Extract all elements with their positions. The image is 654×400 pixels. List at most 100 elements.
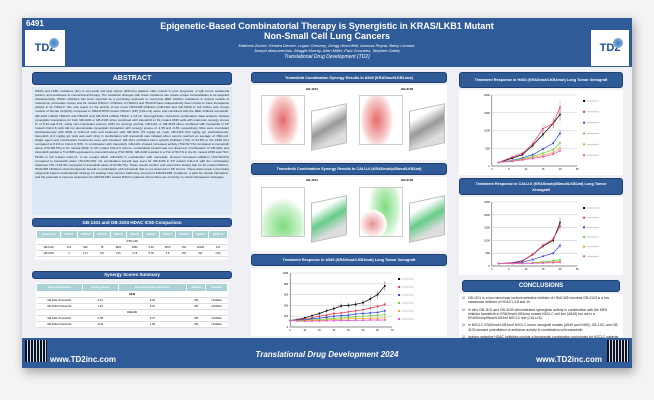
table-cell: 130 [110,250,127,257]
poster-footer: www.TD2inc.com Translational Drug Develo… [22,338,632,368]
table-cell: GB-3103+Trametinib [36,321,83,328]
data-point [325,314,328,316]
data-point [340,318,342,320]
table-cell: 3690 [126,244,143,251]
data-point [376,317,379,319]
table-row: GB-1101+Trametinib -1.58 5.27 ZIP Inhibition [36,315,228,322]
data-point [318,318,321,320]
table-cell: 5.78 [142,250,160,257]
data-point [511,262,514,265]
table-cell: ZIP [186,297,206,304]
legend-marker [398,318,401,320]
data-point [289,319,291,322]
data-point [559,261,561,264]
h460-xenograft-heading: Treatment Response in H460 (KRASmut/LKB1… [459,72,623,88]
heatmap-calu6-gb1101 [261,187,305,237]
data-point [384,317,386,319]
data-point [376,311,379,314]
data-point [531,262,534,265]
table-cell: 1.96 [118,321,187,328]
data-point [384,313,386,316]
y-tick-label: 500 [486,252,491,255]
data-point [542,255,544,258]
x-tick-label: 0 [491,168,493,171]
group-label: CALU-6 [36,309,228,316]
y-tick-label: 0 [287,326,289,329]
surface-a549-gb3103 [409,103,445,151]
data-point [531,155,534,158]
qr-code-right [607,340,629,362]
data-point [296,320,299,322]
data-point [552,148,555,151]
column-header: Compound [35,230,62,239]
data-point [521,159,524,161]
ic50-heading: GB-1101 and GB-3103 HDAC IC50 Comparison [32,218,232,227]
table-cell: 3 [60,250,78,257]
column-header: HDAC10 [208,230,228,239]
data-point [347,319,350,322]
y-tick-label: 1500 [484,112,490,115]
table-cell: 9.34 [118,297,187,304]
label-gb3103: GB-3103 [401,178,414,182]
y-tick-label: 0 [488,165,490,168]
data-point [325,319,328,321]
data-point [347,316,350,319]
data-point [311,318,313,321]
data-point [333,318,335,321]
heatmap-a549-gb3103 [359,95,403,145]
data-point [511,156,514,158]
table-cell: GB-1101+Trametinib [36,297,83,304]
data-point [552,262,555,264]
x-tick-label: 50 [362,329,365,332]
data-point [318,315,321,317]
conference-name: Translational Drug Development 2024 [255,350,399,359]
data-point [318,312,321,315]
legend-marker [583,245,586,248]
series-line [290,310,385,321]
data-point [340,312,342,314]
data-point [497,161,500,164]
data-point [521,261,524,263]
data-point [511,160,514,163]
td2-logo-left: TD2 [25,30,65,66]
legend-marker [398,302,401,304]
data-point [333,315,335,317]
conclusion-item: In vitro GB-1101 and GB-3103 demonstrate… [462,308,620,321]
series-line [290,317,385,322]
calu6-synergy-heading: Trametinib Combination Synergy Results I… [251,163,447,175]
y-tick-label: 800 [284,283,289,286]
surface-a549-gb1101 [311,103,347,151]
column-header: HDAC6 [142,230,160,239]
data-point [325,318,328,320]
url-left: www.TD2inc.com [50,355,116,364]
heatmap-a549-gb1101 [261,95,305,145]
table-cell: 3.5 [159,250,176,257]
x-tick-label: 30 [332,329,335,332]
table-cell: 5.27 [118,315,187,322]
column-header: HDAC3 [93,230,111,239]
table-cell: GB-3103+Trametinib [36,303,83,310]
data-point [347,318,350,320]
series-line [498,114,561,163]
label-gb1101: GB-1101 [306,87,319,91]
data-point [325,319,328,322]
qr-code-left [25,340,47,362]
legend-marker [583,216,586,219]
data-point [542,127,544,130]
organization: Translational Drug Development (TD2) [284,54,370,60]
synergy-heading: Synergy Scores Summary [32,271,232,279]
legend-marker [583,255,586,258]
data-point [552,153,555,156]
table-cell: 1.17 [77,250,94,257]
data-point [347,304,350,307]
x-tick-label: 25 [576,268,579,271]
authors: Matthew Zucker, Kendra Devore, Logan Che… [238,43,416,53]
y-tick-label: 400 [284,304,289,307]
data-point [318,319,321,322]
table-cell: ZIP [186,321,206,328]
table-cell: -6.53 [82,321,119,328]
data-point [559,147,561,150]
data-point [325,316,328,319]
conclusions-heading: CONCLUSIONS [462,280,620,292]
poster-number: 6491 [26,19,44,28]
